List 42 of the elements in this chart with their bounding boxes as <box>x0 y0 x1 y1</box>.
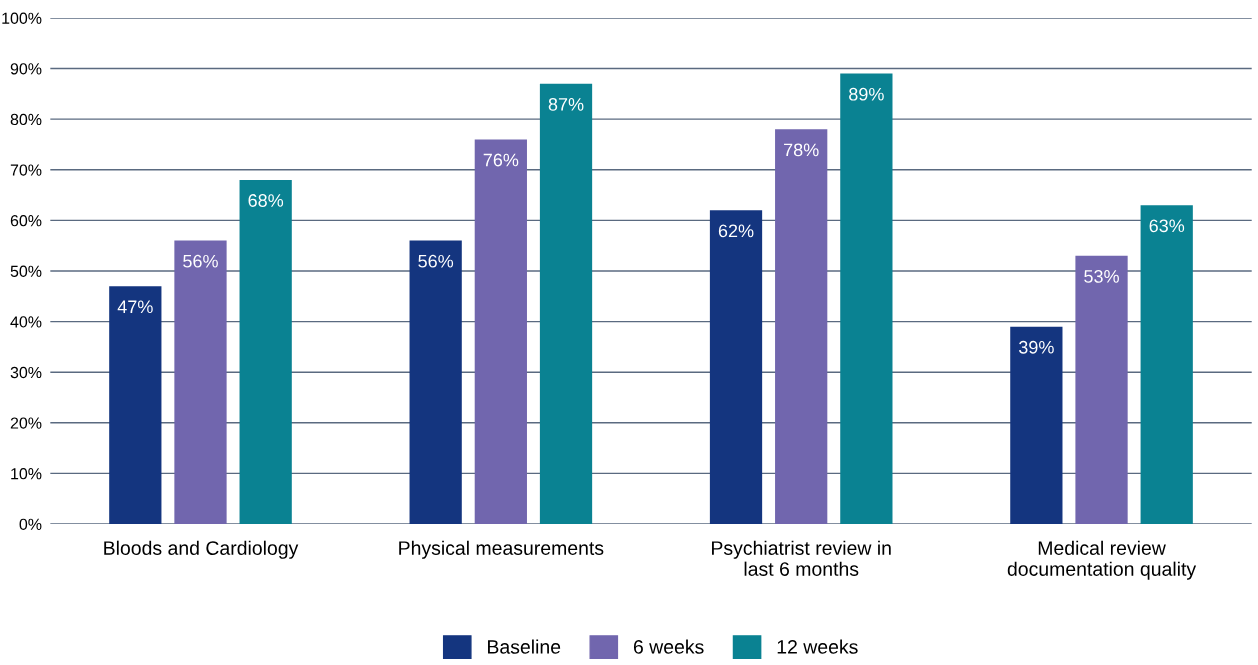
y-tick-label: 50% <box>10 265 42 277</box>
y-tick-label: 10% <box>11 468 42 480</box>
bar <box>1010 326 1063 525</box>
data-label: 87% <box>548 97 584 111</box>
y-tick-label: 100% <box>2 12 42 24</box>
legend-label: 6 weeks <box>633 639 704 654</box>
data-label: 89% <box>849 87 884 101</box>
y-tick-label: 70% <box>10 164 42 176</box>
data-label: 39% <box>1018 340 1054 354</box>
x-tick-label: Physical measurements <box>399 540 604 559</box>
data-label: 76% <box>483 153 519 167</box>
bar <box>539 83 593 525</box>
legend-label: 12 weeks <box>777 639 858 654</box>
data-label: 47% <box>117 300 153 314</box>
data-label: 53% <box>1084 270 1119 283</box>
y-tick-label: 90% <box>10 63 42 75</box>
y-tick-label: 40% <box>10 316 42 328</box>
x-tick-label: Medical review documentation quality <box>1007 540 1197 580</box>
data-label: 78% <box>784 143 819 157</box>
bar <box>709 210 763 525</box>
bar <box>1140 205 1193 525</box>
y-tick-label: 60% <box>10 215 42 227</box>
data-label: 56% <box>418 254 454 268</box>
bar <box>174 240 227 525</box>
data-label: 63% <box>1149 219 1185 233</box>
bar <box>474 139 527 525</box>
bar <box>109 286 162 525</box>
x-tick-label: Psychiatrist review in last 6 months <box>712 540 891 576</box>
bar <box>1075 255 1128 525</box>
bar <box>840 73 893 525</box>
y-tick-label: 0% <box>19 518 42 530</box>
y-tick-label: 20% <box>10 417 42 429</box>
data-label: 68% <box>248 194 284 207</box>
data-label: 62% <box>718 224 754 238</box>
data-label: 56% <box>183 254 218 268</box>
y-tick-label: 30% <box>10 366 42 379</box>
legend-label: Baseline <box>488 639 561 654</box>
bar <box>775 129 828 525</box>
bar <box>239 179 292 525</box>
bar <box>409 240 462 525</box>
x-tick-label: Bloods and Cardiology <box>104 540 299 559</box>
y-tick-label: 80% <box>10 113 42 126</box>
